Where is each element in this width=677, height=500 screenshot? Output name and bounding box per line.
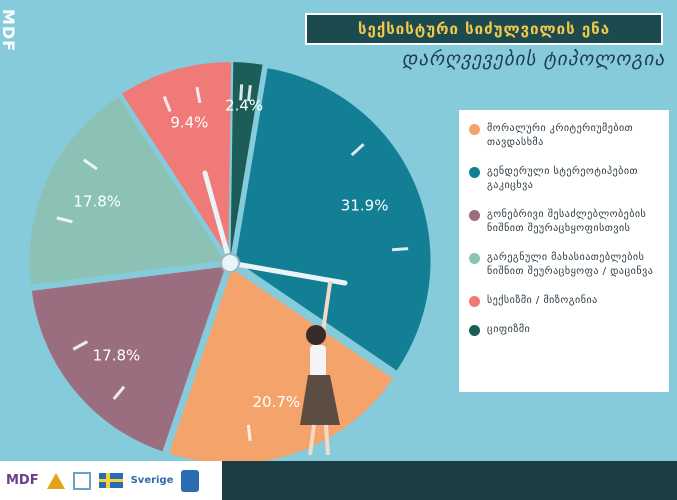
sweden-logo-text: Sverige bbox=[130, 475, 174, 486]
clock-minute-hand bbox=[227, 260, 348, 286]
legend-label: გარეგნული მახასიათებლების ნიშნით შეურაცხ… bbox=[487, 252, 654, 277]
legend-swatch bbox=[469, 210, 480, 221]
slice-value-label: 2.4% bbox=[225, 97, 263, 115]
legend-item: გენდერული სტერეოტიპებით გაკიცხვა bbox=[469, 165, 661, 193]
legend-swatch bbox=[469, 167, 480, 178]
legend-label: გენდერული სტერეოტიპებით გაკიცხვა bbox=[487, 166, 639, 191]
legend-swatch bbox=[469, 325, 480, 336]
legend: მორალური კრიტერიუმებით თავდასხმა გენდერუ… bbox=[459, 110, 669, 392]
clock-tick bbox=[392, 247, 409, 252]
clock-tick bbox=[83, 158, 98, 171]
legend-label: მორალური კრიტერიუმებით თავდასხმა bbox=[487, 123, 634, 148]
pie-slice bbox=[31, 266, 226, 452]
legend-item: სექსიზმი / მიზოგინია bbox=[469, 294, 661, 308]
slice-value-label: 31.9% bbox=[341, 197, 389, 215]
figure-leg-icon bbox=[308, 424, 316, 456]
page-subtitle: დარღვევების ტიპოლოგია bbox=[401, 48, 665, 70]
legend-item: მორალური კრიტერიუმებით თავდასხმა bbox=[469, 122, 661, 150]
legend-label: ციფიზმი bbox=[487, 324, 531, 335]
clock-tick bbox=[72, 340, 89, 351]
legend-label: სექსიზმი / მიზოგინია bbox=[487, 295, 598, 306]
slice-value-label: 9.4% bbox=[170, 113, 208, 131]
figure-skirt-icon bbox=[300, 375, 340, 425]
clock-tick bbox=[195, 86, 202, 104]
pie-chart: 31.9% 20.7% 17.8% 17.8% 9.4% 2.4% bbox=[29, 62, 431, 461]
slice-value-label: 17.8% bbox=[73, 192, 121, 210]
clock-tick bbox=[247, 84, 252, 102]
logo-strip: MDF Sverige bbox=[0, 461, 222, 500]
clock-center-icon bbox=[220, 253, 240, 273]
legend-swatch bbox=[469, 124, 480, 135]
figure-leg-icon bbox=[324, 424, 330, 456]
mdf-logo: MDF bbox=[6, 473, 39, 488]
clock-tick bbox=[56, 216, 73, 224]
pie-slice bbox=[29, 96, 225, 285]
figure-head-icon bbox=[306, 325, 326, 345]
legend-swatch bbox=[469, 296, 480, 307]
legend-item: გონებრივი შესაძლებლობების ნიშნით შეურაცხ… bbox=[469, 208, 661, 236]
legend-item: გარეგნული მახასიათებლების ნიშნით შეურაცხ… bbox=[469, 251, 661, 279]
pie-slice bbox=[230, 62, 263, 258]
legend-swatch bbox=[469, 253, 480, 264]
clock-tick bbox=[162, 95, 172, 112]
clock-tick bbox=[239, 84, 244, 101]
clock-tick bbox=[246, 424, 252, 441]
page-title: სექსისტური სიძულვილის ენა bbox=[358, 20, 610, 38]
slice-value-label: 17.8% bbox=[93, 346, 141, 364]
pie-slice bbox=[122, 62, 232, 258]
legend-label: გონებრივი შესაძლებლობების ნიშნით შეურაცხ… bbox=[487, 209, 647, 234]
footer-bar: MDF Sverige bbox=[0, 461, 677, 500]
partner-triangle-icon bbox=[46, 472, 65, 489]
clock-tick bbox=[350, 143, 365, 157]
partner-square-icon bbox=[72, 471, 91, 490]
sweden-flag-icon bbox=[98, 473, 123, 488]
pie-slice bbox=[235, 68, 431, 371]
clock-hour-hand bbox=[202, 170, 233, 266]
figure-body-icon bbox=[310, 345, 326, 377]
legend-item: ციფიზმი bbox=[469, 323, 661, 337]
title-box: სექსისტური სიძულვილის ენა bbox=[305, 13, 663, 45]
clock-tick bbox=[112, 385, 126, 400]
undp-logo-icon bbox=[181, 469, 200, 492]
slice-value-label: 20.7% bbox=[252, 393, 300, 411]
